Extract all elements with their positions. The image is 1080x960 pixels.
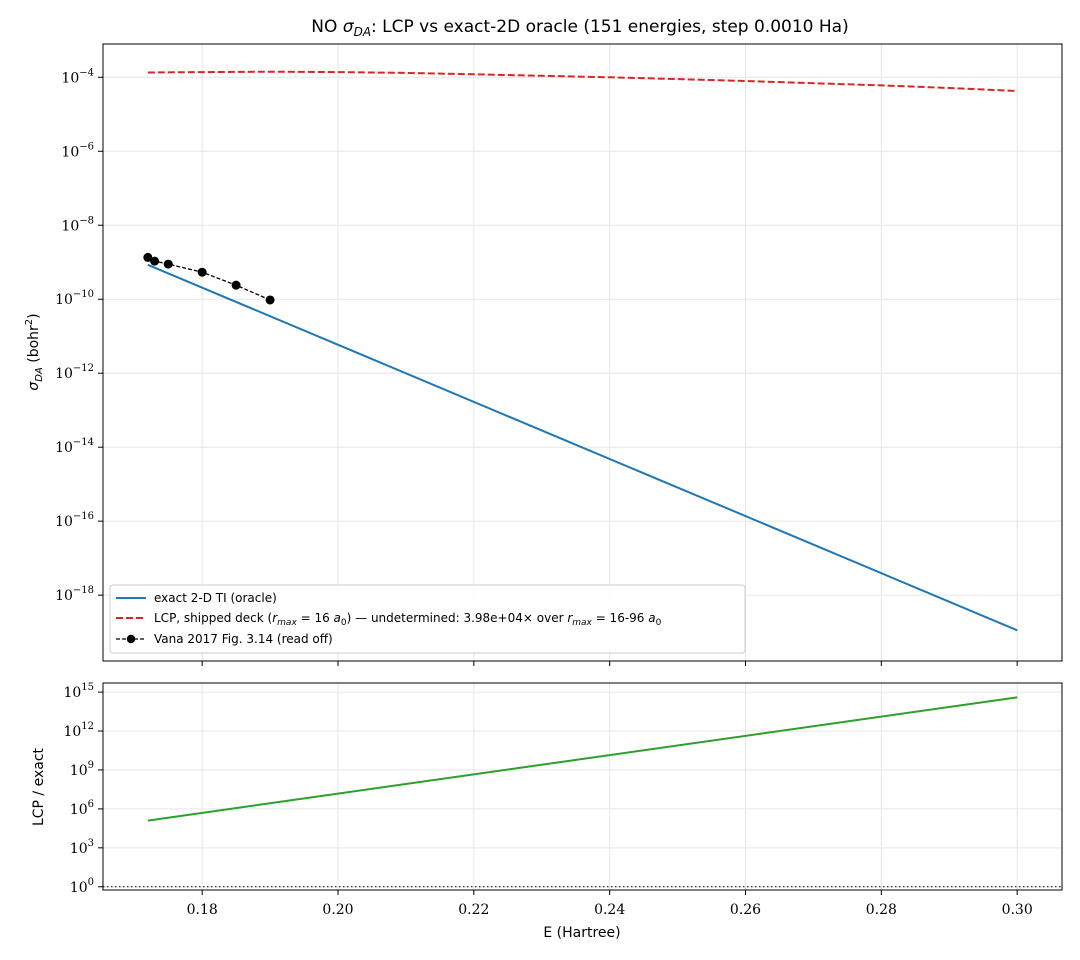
top-y-tick-label-5: 10−14 [55, 437, 94, 456]
ylabel-symbol: σ [26, 381, 42, 391]
x-tick-label-6: 0.30 [1002, 902, 1033, 918]
top-y-tick-label-7: 10−18 [55, 585, 94, 604]
top-y-tick-label-1: 10−6 [61, 141, 94, 160]
ylabel-unit-prefix: (bohr [26, 325, 42, 367]
bottom-grid [103, 683, 1062, 890]
top-series-2-point-3 [197, 267, 207, 277]
top-y-axis-label: σDA (bohr2) [24, 313, 45, 390]
ylabel-unit-superscript: 2 [24, 319, 35, 325]
bottom-y-tick-label-1: 103 [70, 838, 94, 857]
top-y-tick-label-2: 10−8 [61, 215, 94, 234]
top-series-2-point-1 [150, 256, 160, 266]
top-grid [103, 44, 1062, 661]
x-tick-label-2: 0.22 [458, 902, 489, 918]
top-y-ticks: 10−4 10−6 10−8 10−10 10−12 10−14 10−16 10−18 [55, 67, 103, 604]
bottom-x-ticks: 0.18 0.20 0.22 0.24 0.26 0.28 0.30 [187, 890, 1033, 918]
top-series-2-point-4 [231, 280, 241, 290]
top-axes-frame [102, 43, 1063, 662]
legend-label-exact: exact 2-D TI (oracle) [154, 591, 277, 605]
title-symbol: σ [343, 17, 355, 37]
bottom-y-tick-label-3: 109 [70, 760, 94, 779]
top-y-tick-label-4: 10−12 [55, 363, 94, 382]
x-tick-label-4: 0.26 [730, 902, 761, 918]
top-series-2-point-0 [143, 252, 153, 262]
top-panel: 10−4 10−6 10−8 10−10 10−12 10−14 10−16 10−18 σD… [24, 43, 1063, 666]
x-tick-label-5: 0.28 [866, 902, 897, 918]
title-subscript: DA [354, 25, 371, 39]
figure-title: NO σDA: LCP vs exact-2D oracle (151 ener… [311, 17, 848, 39]
title-prefix: NO [311, 17, 343, 37]
top-series-2-point-5 [265, 295, 275, 305]
legend-swatch-vana-marker [126, 634, 136, 644]
bottom-y-tick-label-2: 106 [70, 799, 94, 818]
bottom-y-tick-label-4: 1012 [63, 721, 94, 740]
legend-label-lcp: LCP, shipped deck (rmax = 16 a0) — undet… [154, 611, 662, 628]
bottom-y-axis-label: LCP / exact [31, 747, 47, 826]
bottom-series-line-0 [147, 696, 1018, 822]
title-suffix: : LCP vs exact-2D oracle (151 energies, … [371, 17, 849, 37]
ylabel-subscript: DA [34, 367, 45, 382]
top-y-tick-label-3: 10−10 [55, 289, 94, 308]
x-axis-label: E (Hartree) [543, 925, 620, 941]
x-tick-label-1: 0.20 [322, 902, 353, 918]
bottom-y-ticks: 100 103 106 109 1012 1015 [63, 682, 103, 896]
x-tick-label-3: 0.24 [594, 902, 625, 918]
top-series-line-0 [147, 263, 1018, 632]
top-series-line-1 [147, 70, 1018, 92]
bottom-y-tick-label-5: 1015 [63, 682, 94, 701]
top-x-ticks [201, 661, 1018, 666]
top-series-2-point-2 [163, 259, 173, 269]
bottom-series-group [103, 696, 1062, 888]
bottom-panel: 100 103 106 109 1012 1015 0.18 0.20 0.22 0.24 0.2… [31, 682, 1063, 941]
legend-label-vana: Vana 2017 Fig. 3.14 (read off) [154, 632, 333, 646]
top-y-tick-label-0: 10−4 [61, 67, 94, 86]
bottom-y-tick-label-0: 100 [70, 877, 94, 896]
bottom-axes-frame [102, 682, 1063, 891]
top-y-tick-label-6: 10−16 [55, 511, 94, 530]
legend: exact 2-D TI (oracle) LCP, shipped deck … [109, 584, 746, 654]
ylabel-unit-suffix: ) [26, 313, 42, 318]
x-tick-label-0: 0.18 [187, 902, 218, 918]
legend-box [109, 584, 746, 654]
top-series-group [143, 70, 1018, 632]
